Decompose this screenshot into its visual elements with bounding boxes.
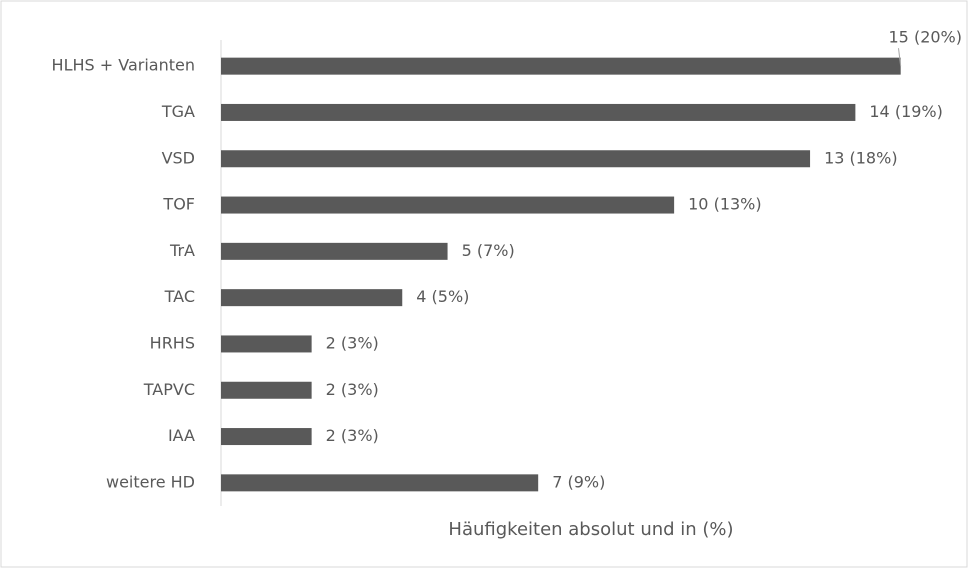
data-label: 14 (19%) [869, 102, 943, 121]
data-label: 13 (18%) [824, 148, 898, 167]
bar [221, 57, 901, 75]
leader-line [898, 48, 902, 67]
bar [221, 289, 403, 307]
y-tick-label: TAC [164, 287, 195, 306]
bar [221, 196, 675, 214]
bar [221, 335, 312, 353]
y-tick-label: HLHS + Varianten [52, 56, 195, 75]
x-axis-label: Häufigkeiten absolut und in (%) [448, 519, 733, 540]
data-label: 2 (3%) [326, 426, 379, 445]
bar [221, 381, 312, 399]
data-label: 15 (20%) [889, 28, 963, 47]
y-tick-label: weitere HD [106, 472, 195, 491]
data-label: 2 (3%) [326, 333, 379, 352]
y-tick-label: IAA [168, 426, 195, 445]
y-tick-label: TOF [162, 195, 195, 214]
y-tick-label: TAPVC [143, 380, 195, 399]
bar [221, 150, 811, 168]
bar [221, 474, 539, 492]
data-label: 2 (3%) [326, 380, 379, 399]
y-tick-label: TrA [169, 241, 195, 260]
y-tick-label: HRHS [150, 333, 195, 352]
y-tick-label: VSD [162, 148, 195, 167]
bar [221, 428, 312, 446]
y-tick-label: TGA [161, 102, 195, 121]
bar [221, 103, 856, 121]
data-label: 4 (5%) [416, 287, 469, 306]
bar [221, 242, 448, 260]
data-label: 7 (9%) [552, 472, 605, 491]
data-label: 10 (13%) [688, 195, 762, 214]
data-label: 5 (7%) [462, 241, 515, 260]
